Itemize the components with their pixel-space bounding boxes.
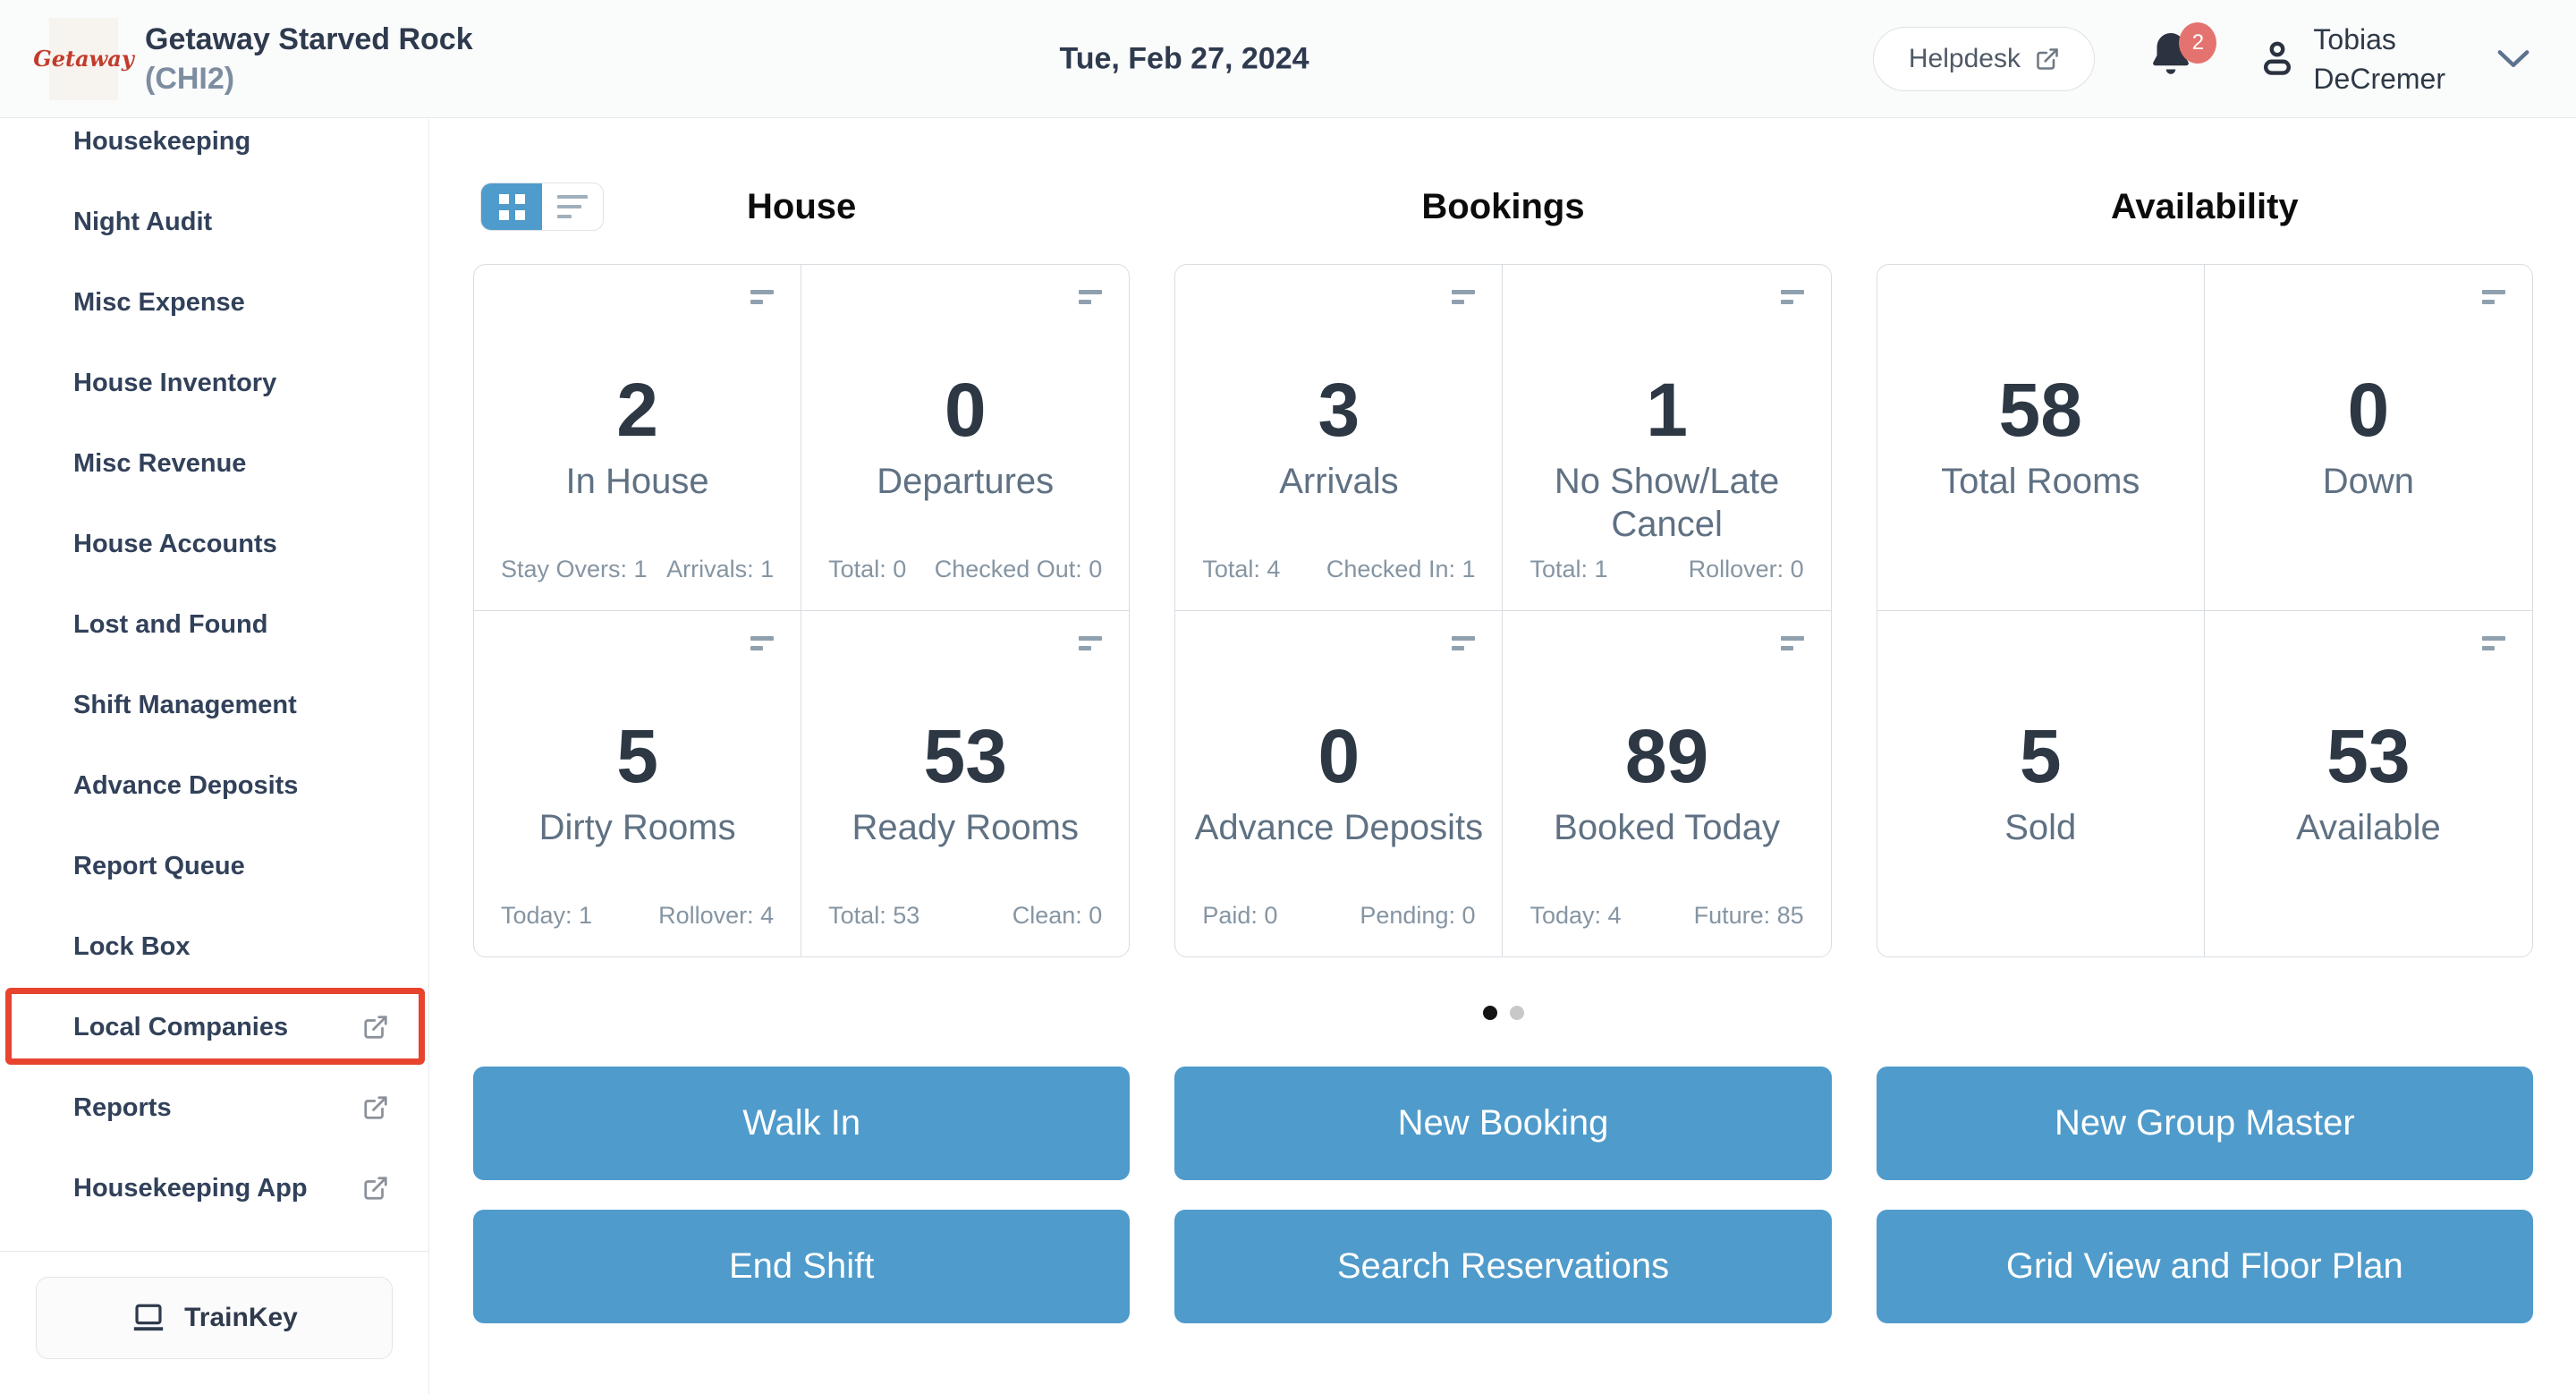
- new-booking-button[interactable]: New Booking: [1174, 1067, 1832, 1180]
- availability-group: 58 Total Rooms 0 Down 5 Sold 53 Availabl…: [1876, 264, 2533, 957]
- helpdesk-label: Helpdesk: [1908, 43, 2021, 73]
- card-menu-icon[interactable]: [2481, 290, 2505, 304]
- stat-card-advance-deposits: 0 Advance Deposits Paid: 0 Pending: 0: [1175, 610, 1504, 956]
- brand-logo-text: Getaway: [33, 46, 134, 72]
- trainkey-button[interactable]: TrainKey: [36, 1277, 393, 1359]
- list-view-button[interactable]: [542, 183, 603, 230]
- sidebar-item-reports[interactable]: Reports: [0, 1067, 428, 1148]
- list-icon: [557, 189, 588, 225]
- sidebar-item-shift-management[interactable]: Shift Management: [73, 690, 297, 719]
- end-shift-button[interactable]: End Shift: [473, 1210, 1131, 1323]
- card-menu-icon[interactable]: [1079, 290, 1103, 304]
- external-link-icon: [2035, 47, 2060, 72]
- card-menu-icon[interactable]: [1452, 290, 1476, 304]
- stat-card-sold: 5 Sold: [1877, 610, 2205, 956]
- sidebar-item-report-queue[interactable]: Report Queue: [73, 851, 245, 880]
- brand-logo: Getaway: [33, 17, 134, 100]
- dashboard: House Bookings Availability 2 In House S…: [430, 119, 2576, 1394]
- card-menu-icon[interactable]: [1079, 635, 1103, 650]
- external-link-icon: [362, 1014, 389, 1041]
- section-headers-row: House Bookings Availability: [473, 182, 2533, 232]
- user-name: Tobias DeCremer: [2313, 20, 2445, 98]
- person-icon: [2258, 36, 2297, 82]
- grid-view-button[interactable]: [481, 183, 542, 230]
- sidebar-item-housekeeping[interactable]: Housekeeping: [73, 126, 251, 156]
- property-code: (CHI2): [145, 61, 235, 96]
- stat-groups: 2 In House Stay Overs: 1 Arrivals: 1 0 De…: [473, 264, 2533, 957]
- stat-card-booked-today: 89 Booked Today Today: 4 Future: 85: [1503, 611, 1830, 957]
- stat-card-total-rooms: 58 Total Rooms: [1877, 265, 2205, 611]
- pagination-dot-2[interactable]: [1509, 1006, 1524, 1020]
- app-header: Getaway Getaway Starved Rock (CHI2) Tue,…: [0, 0, 2576, 118]
- pagination-dot-1[interactable]: [1482, 1006, 1497, 1020]
- section-title-house: House: [747, 187, 857, 226]
- header-controls: Helpdesk 2: [1873, 20, 2531, 98]
- stat-card-available: 53 Available: [2205, 611, 2532, 957]
- stat-card-down: 0 Down: [2204, 265, 2532, 611]
- section-title-availability: Availability: [2110, 187, 2299, 226]
- sidebar-bottom: TrainKey: [0, 1251, 428, 1394]
- property-name: Getaway Starved Rock: [145, 21, 473, 56]
- helpdesk-button[interactable]: Helpdesk: [1873, 26, 2096, 91]
- sidebar-item-lost-and-found[interactable]: Lost and Found: [73, 609, 268, 639]
- new-group-master-button[interactable]: New Group Master: [1876, 1067, 2533, 1180]
- sidebar-item-house-accounts[interactable]: House Accounts: [73, 529, 277, 558]
- stat-card-no-show-late-cancel: 1 No Show/Late Cancel Total: 1 Rollover: …: [1503, 265, 1831, 611]
- sidebar-item-house-inventory[interactable]: House Inventory: [73, 368, 277, 397]
- grid-icon: [498, 193, 525, 220]
- current-date: Tue, Feb 27, 2024: [1059, 41, 1309, 75]
- stat-card-arrivals: 3 Arrivals Total: 4 Checked In: 1: [1175, 265, 1504, 611]
- carousel-pagination: [473, 1006, 2533, 1020]
- sidebar-item-lock-box[interactable]: Lock Box: [73, 931, 191, 961]
- stat-card-in-house: 2 In House Stay Overs: 1 Arrivals: 1: [474, 265, 802, 611]
- sidebar-item-misc-expense[interactable]: Misc Expense: [73, 287, 245, 317]
- property-title: Getaway Starved Rock (CHI2): [145, 20, 473, 98]
- search-reservations-button[interactable]: Search Reservations: [1174, 1210, 1832, 1323]
- sidebar-item-local-companies[interactable]: Local Companies: [0, 987, 428, 1067]
- quick-actions: Walk In New Booking New Group Master End…: [473, 1067, 2533, 1323]
- house-group: 2 In House Stay Overs: 1 Arrivals: 1 0 De…: [473, 264, 1131, 957]
- sidebar-nav: Housekeeping Night Audit Misc Expense Ho…: [0, 101, 428, 1228]
- notifications-button[interactable]: 2: [2145, 21, 2217, 90]
- user-last-name: DeCremer: [2313, 62, 2445, 95]
- trainkey-label: TrainKey: [184, 1303, 298, 1332]
- user-menu[interactable]: Tobias DeCremer: [2258, 20, 2445, 98]
- card-menu-icon[interactable]: [750, 290, 775, 304]
- grid-view-floor-plan-button[interactable]: Grid View and Floor Plan: [1876, 1210, 2533, 1323]
- notification-badge: 2: [2179, 21, 2217, 64]
- view-toggle: [480, 183, 604, 231]
- chevron-down-icon[interactable]: [2496, 49, 2531, 69]
- card-menu-icon[interactable]: [2481, 635, 2505, 650]
- sidebar-item-advance-deposits[interactable]: Advance Deposits: [73, 770, 299, 800]
- card-menu-icon[interactable]: [1780, 290, 1804, 304]
- stat-card-dirty-rooms: 5 Dirty Rooms Today: 1 Rollover: 4: [474, 610, 802, 956]
- walk-in-button[interactable]: Walk In: [473, 1067, 1131, 1180]
- user-first-name: Tobias: [2313, 22, 2396, 55]
- external-link-icon: [362, 1094, 389, 1121]
- sidebar: Housekeeping Night Audit Misc Expense Ho…: [0, 119, 429, 1394]
- section-title-bookings: Bookings: [1421, 187, 1585, 226]
- stat-card-ready-rooms: 53 Ready Rooms Total: 53 Clean: 0: [801, 611, 1129, 957]
- sidebar-item-misc-revenue[interactable]: Misc Revenue: [73, 448, 247, 478]
- external-link-icon: [362, 1175, 389, 1202]
- sidebar-item-housekeeping-app[interactable]: Housekeeping App: [0, 1148, 428, 1228]
- card-menu-icon[interactable]: [1780, 635, 1804, 650]
- card-menu-icon[interactable]: [1452, 635, 1476, 650]
- bookings-group: 3 Arrivals Total: 4 Checked In: 1 1 No Sh…: [1174, 264, 1832, 957]
- stat-card-departures: 0 Departures Total: 0 Checked Out: 0: [801, 265, 1130, 611]
- card-menu-icon[interactable]: [750, 635, 775, 650]
- sidebar-item-night-audit[interactable]: Night Audit: [73, 207, 213, 236]
- laptop-icon: [131, 1303, 166, 1333]
